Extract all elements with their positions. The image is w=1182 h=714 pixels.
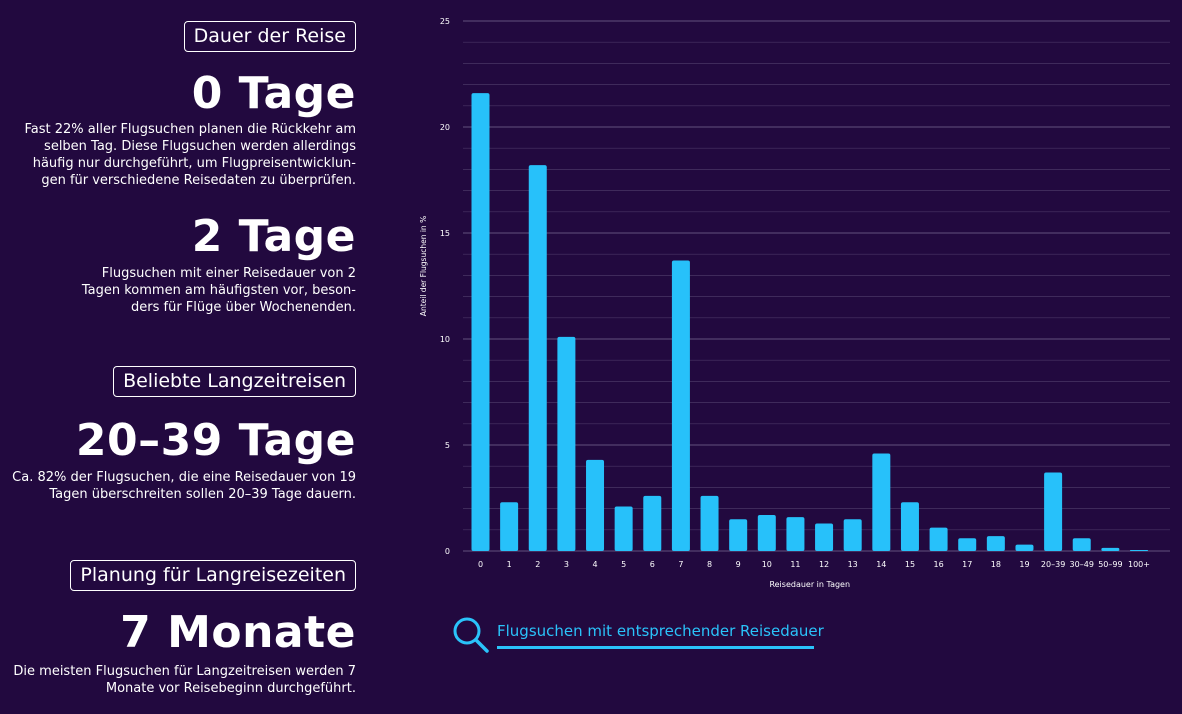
- bar-6: [643, 495, 662, 551]
- bar-15: [900, 502, 919, 551]
- bar-1: [500, 502, 519, 551]
- text-line: Fast 22% aller Flugsuchen planen die Rüc…: [24, 122, 357, 137]
- bar-10: [757, 514, 776, 551]
- text-line: Monate vor Reisebeginn durchgeführt.: [105, 681, 356, 696]
- x-tick-label: 5: [621, 560, 626, 569]
- bar-4: [586, 459, 605, 551]
- bar-17: [958, 538, 977, 551]
- info-panel: Dauer der Reise 0 Tage Fast 22% aller Fl…: [0, 0, 356, 714]
- stat-description-20-39-days: Ca. 82% der Flugsuchen, die eine Reiseda…: [12, 469, 356, 503]
- bar-30–49: [1072, 538, 1091, 551]
- section-badge-duration: Dauer der Reise: [183, 21, 356, 52]
- y-tick-label: 15: [440, 229, 450, 238]
- y-tick-label: 20: [440, 123, 450, 132]
- section-badge-planning: Planung für Langreisezeiten: [70, 560, 356, 591]
- x-tick-label: 8: [707, 560, 712, 569]
- x-tick-label: 50–99: [1098, 560, 1122, 569]
- bar-3: [557, 336, 576, 551]
- stat-description-2-days: Flugsuchen mit einer Reisedauer von 2 Ta…: [82, 265, 356, 316]
- legend-label: Flugsuchen mit entsprechender Reisedauer: [497, 622, 824, 640]
- bar-19: [1015, 544, 1034, 551]
- y-tick-label: 25: [440, 17, 450, 26]
- x-tick-label: 0: [478, 560, 483, 569]
- text-line: Die meisten Flugsuchen für Langzeitreise…: [13, 664, 356, 679]
- legend-underline: [497, 646, 814, 649]
- text-line: Tagen überschreiten sollen 20–39 Tage da…: [49, 487, 356, 502]
- stat-headline-20-39-days: 20–39 Tage: [75, 415, 356, 466]
- x-tick-label: 2: [535, 560, 540, 569]
- bar-9: [729, 519, 748, 551]
- x-tick-label: 19: [1019, 560, 1029, 569]
- stat-headline-7-months: 7 Monate: [120, 607, 356, 658]
- bar-100+: [1130, 549, 1148, 551]
- text-line: Flugsuchen mit einer Reisedauer von 2: [101, 266, 356, 281]
- x-tick-label: 30–49: [1070, 560, 1094, 569]
- bar-20–39: [1044, 472, 1063, 551]
- y-axis-label: Anteil der Flugsuchen in %: [419, 216, 428, 316]
- x-tick-label: 18: [991, 560, 1001, 569]
- y-tick-label: 0: [445, 547, 450, 556]
- text-line: häufig nur durchgeführt, um Flugpreisent…: [32, 156, 356, 171]
- section-badge-long-trips: Beliebte Langzeitreisen: [113, 366, 356, 397]
- bar-16: [929, 527, 948, 551]
- bar-0: [471, 93, 490, 551]
- x-tick-label: 1: [507, 560, 512, 569]
- x-tick-label: 14: [876, 560, 886, 569]
- text-line: Tagen kommen am häufigsten vor, beson-: [81, 283, 356, 298]
- x-tick-label: 17: [962, 560, 972, 569]
- stat-headline-2-days: 2 Tage: [191, 211, 356, 262]
- x-tick-label: 16: [933, 560, 943, 569]
- x-tick-label: 20–39: [1041, 560, 1065, 569]
- text-line: gen für verschiedene Reisedaten zu überp…: [41, 173, 356, 188]
- search-icon: [453, 617, 489, 653]
- bar-2: [528, 165, 547, 551]
- x-tick-label: 3: [564, 560, 569, 569]
- x-axis-label: Reisedauer in Tagen: [769, 580, 850, 589]
- stat-headline-0-days: 0 Tage: [191, 68, 356, 119]
- bar-7: [671, 260, 690, 551]
- text-line: selben Tag. Diese Flugsuchen werden alle…: [44, 139, 356, 154]
- bar-11: [786, 517, 805, 551]
- x-tick-label: 15: [905, 560, 915, 569]
- x-tick-label: 4: [592, 560, 597, 569]
- x-tick-label: 6: [650, 560, 655, 569]
- bar-5: [614, 506, 633, 551]
- bar-14: [872, 453, 891, 551]
- x-tick-label: 9: [736, 560, 741, 569]
- bar-12: [815, 523, 834, 551]
- bar-50–99: [1101, 547, 1120, 551]
- x-tick-label: 10: [762, 560, 772, 569]
- x-tick-label: 11: [790, 560, 800, 569]
- x-tick-label: 100+: [1128, 560, 1150, 569]
- text-line: ders für Flüge über Wochenenden.: [131, 300, 356, 315]
- y-tick-label: 5: [445, 441, 450, 450]
- x-tick-label: 13: [848, 560, 858, 569]
- x-tick-label: 12: [819, 560, 829, 569]
- stat-description-0-days: Fast 22% aller Flugsuchen planen die Rüc…: [25, 121, 357, 189]
- y-tick-label: 10: [440, 335, 450, 344]
- text-line: Ca. 82% der Flugsuchen, die eine Reiseda…: [12, 470, 356, 485]
- bar-18: [986, 536, 1005, 551]
- bar-8: [700, 495, 719, 551]
- bar-13: [843, 519, 862, 551]
- x-tick-label: 7: [678, 560, 683, 569]
- stat-description-7-months: Die meisten Flugsuchen für Langzeitreise…: [13, 663, 356, 697]
